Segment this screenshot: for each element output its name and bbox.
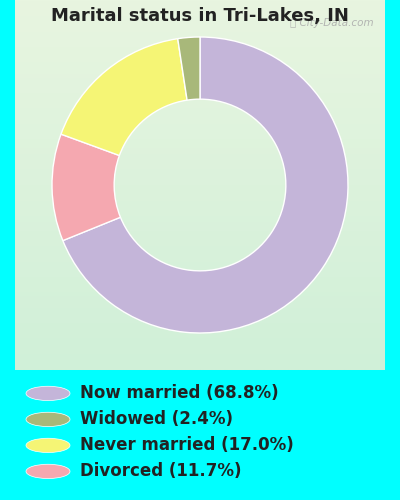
Wedge shape — [63, 37, 348, 333]
Text: Marital status in Tri-Lakes, IN: Marital status in Tri-Lakes, IN — [51, 8, 349, 26]
Circle shape — [26, 438, 70, 452]
Circle shape — [26, 386, 70, 400]
Text: Now married (68.8%): Now married (68.8%) — [80, 384, 279, 402]
Text: ⓘ City-Data.com: ⓘ City-Data.com — [290, 18, 374, 28]
Circle shape — [26, 412, 70, 426]
Wedge shape — [61, 38, 187, 156]
Text: Widowed (2.4%): Widowed (2.4%) — [80, 410, 233, 428]
Circle shape — [26, 464, 70, 478]
Wedge shape — [178, 37, 200, 100]
Text: Never married (17.0%): Never married (17.0%) — [80, 436, 294, 454]
Text: Divorced (11.7%): Divorced (11.7%) — [80, 462, 242, 480]
Wedge shape — [52, 134, 120, 240]
